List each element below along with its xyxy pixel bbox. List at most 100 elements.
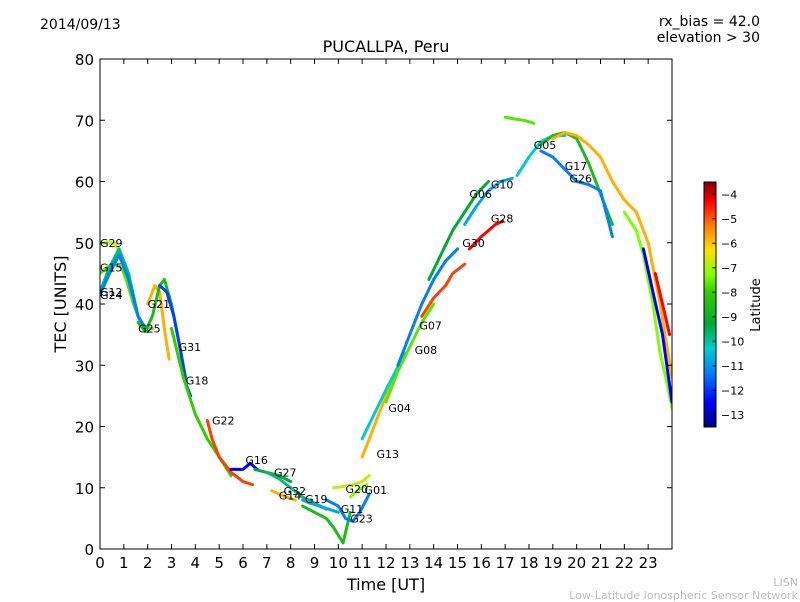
label-g29: G29 (100, 237, 123, 250)
series-g14 (270, 489, 297, 502)
x-tick-label: 2 (143, 554, 153, 572)
series-g09 (503, 115, 536, 125)
x-tick-label: 20 (567, 554, 586, 572)
colorbar-label: Latitude (749, 278, 764, 332)
label-g20: G20 (345, 483, 368, 496)
y-tick-label: 0 (84, 541, 94, 559)
y-tick-label: 30 (75, 357, 94, 375)
series-g10 (463, 176, 514, 226)
x-tick-label: 4 (191, 554, 201, 572)
label-g21: G21 (148, 298, 171, 311)
colorbar: −4 −5 −6 −7 −8 −9 −10 −11 −12 −13 Latitude (703, 181, 764, 428)
x-axis: 0 1 2 3 4 5 6 7 8 9 10 11 12 13 14 15 16 17 18 19 20 21 22 23 (95, 59, 658, 572)
y-tick-label: 40 (75, 296, 94, 314)
x-tick-label: 10 (329, 554, 348, 572)
x-tick-label: 11 (353, 554, 372, 572)
x-tick-label: 3 (167, 554, 177, 572)
label-g10: G10 (491, 179, 514, 192)
label-g12: G12 (100, 286, 123, 299)
x-tick-label: 1 (119, 554, 129, 572)
colorbar-tick-label: −4 (721, 188, 737, 201)
series-g01 (348, 483, 369, 499)
colorbar-tick-label: −13 (721, 409, 744, 422)
elevation-label: elevation > 30 (656, 30, 760, 46)
series-g19 (301, 498, 340, 514)
label-g28: G28 (491, 212, 514, 225)
label-g08: G08 (415, 344, 438, 357)
label-g04: G04 (388, 402, 411, 415)
label-g26: G26 (570, 172, 593, 185)
series-g02 (551, 131, 672, 379)
label-g17: G17 (565, 160, 588, 173)
x-tick-label: 9 (310, 554, 320, 572)
x-tick-label: 13 (400, 554, 419, 572)
series-g16 (229, 461, 259, 471)
colorbar-tick-label: −7 (721, 262, 737, 275)
label-g06: G06 (469, 188, 492, 201)
colorbar-tick-label: −5 (721, 213, 737, 226)
label-g05: G05 (534, 139, 557, 152)
series-g23 (324, 492, 371, 523)
x-tick-label: 12 (376, 554, 395, 572)
x-tick-label: 0 (95, 554, 105, 572)
x-tick-label: 8 (286, 554, 296, 572)
y-tick-label: 10 (75, 480, 94, 498)
y-axis: 0 10 20 30 40 50 60 70 80 (75, 51, 672, 559)
series-g24 (100, 253, 150, 334)
x-tick-label: 6 (238, 554, 248, 572)
label-g30: G30 (462, 237, 485, 250)
y-tick-label: 50 (75, 235, 94, 253)
label-g22: G22 (212, 414, 235, 427)
series-g20 (332, 474, 371, 490)
colorbar-tick-label: −9 (721, 311, 737, 324)
label-g14: G14 (279, 490, 302, 503)
label-g25: G25 (138, 323, 161, 336)
x-axis-label: Time [UT] (346, 575, 425, 594)
series-layer (100, 115, 672, 545)
colorbar-tick-label: −6 (721, 237, 737, 250)
series-g07 (396, 247, 459, 367)
series-g11 (301, 504, 352, 545)
rx-bias-label: rx_bias = 42.0 (658, 14, 760, 30)
label-g19: G19 (305, 493, 328, 506)
footer-line-1: LISN (773, 576, 798, 589)
x-tick-label: 17 (496, 554, 515, 572)
chart-parameters: rx_bias = 42.0 elevation > 30 (657, 14, 760, 46)
label-g01: G01 (365, 484, 388, 497)
x-tick-label: 18 (519, 554, 538, 572)
series-g26 (539, 149, 614, 239)
label-g23: G23 (350, 512, 373, 525)
colorbar-tick-label: −11 (721, 360, 744, 373)
x-tick-label: 16 (472, 554, 491, 572)
label-g07: G07 (419, 319, 442, 332)
series-g34 (653, 271, 672, 337)
colorbar-ticks: −4 −5 −6 −7 −8 −9 −10 −11 −12 −13 (712, 188, 744, 422)
y-axis-label: TEC [UNITS] (51, 256, 70, 354)
y-tick-label: 70 (75, 112, 94, 130)
colorbar-tick-label: −10 (721, 335, 744, 348)
x-tick-label: 23 (639, 554, 658, 572)
footer-credit: LISN Low-Latitude Ionospheric Sensor Net… (569, 576, 798, 602)
y-tick-label: 80 (75, 51, 94, 69)
label-g15: G15 (100, 261, 123, 274)
plot-frame (99, 58, 673, 550)
label-g13: G13 (376, 448, 399, 461)
label-g31: G31 (179, 341, 202, 354)
x-tick-label: 22 (615, 554, 634, 572)
colorbar-tick-label: −8 (721, 286, 737, 299)
x-tick-label: 15 (448, 554, 467, 572)
chart-title: PUCALLPA, Peru (322, 37, 450, 56)
series-g08 (384, 302, 436, 404)
series-g28 (467, 219, 505, 251)
x-tick-label: 5 (214, 554, 224, 572)
x-tick-label: 14 (424, 554, 443, 572)
y-tick-label: 60 (75, 174, 94, 192)
label-g11: G11 (341, 503, 364, 516)
x-tick-label: 7 (262, 554, 272, 572)
series-g30 (420, 262, 467, 318)
label-g18: G18 (186, 375, 209, 388)
y-tick-label: 20 (75, 419, 94, 437)
label-g27: G27 (274, 466, 297, 479)
